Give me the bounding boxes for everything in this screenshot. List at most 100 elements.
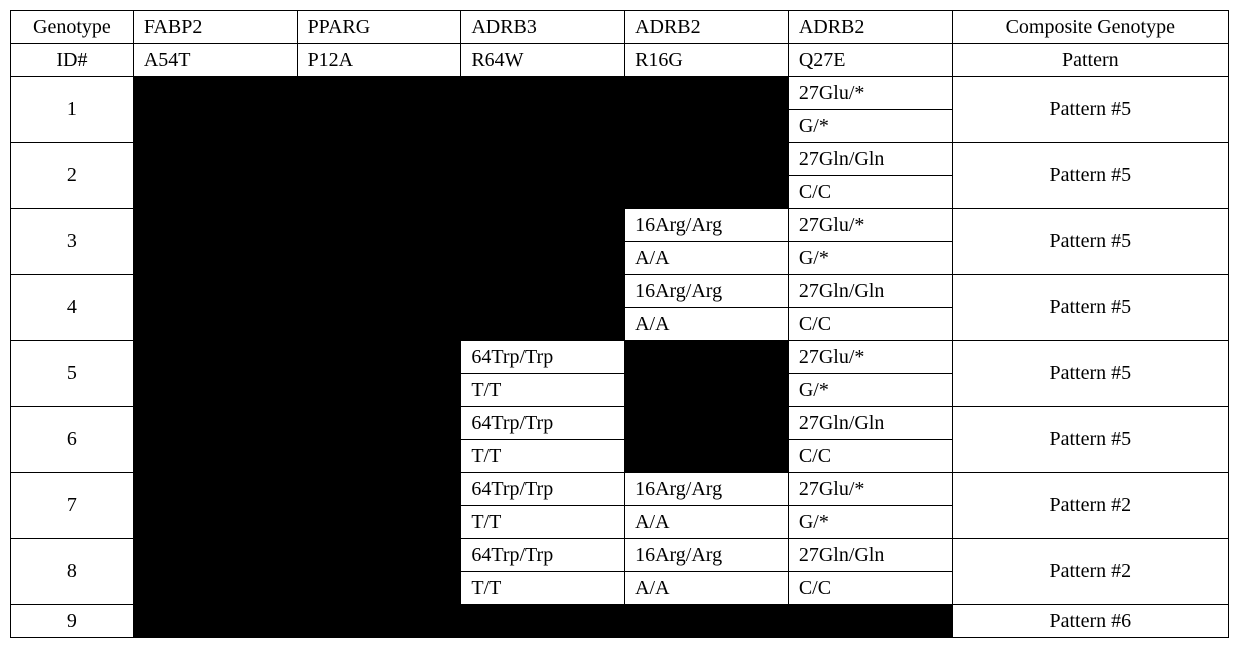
cell-r16g: 16Arg/Arg [625, 209, 789, 242]
cell-q27e: 27Gln/Gln [788, 539, 952, 572]
table-row: 6 64Trp/Trp 27Gln/Gln Pattern #5 [11, 407, 1229, 440]
cell-q27e: C/C [788, 572, 952, 605]
table-row: 3 16Arg/Arg 27Glu/* Pattern #5 [11, 209, 1229, 242]
cell-id: 2 [11, 143, 134, 209]
cell-blackout [133, 539, 297, 605]
table-row: 1 27Glu/* Pattern #5 [11, 77, 1229, 110]
cell-blackout [133, 275, 297, 341]
col-composite: Composite Genotype [952, 11, 1228, 44]
cell-q27e: C/C [788, 176, 952, 209]
col-adrb2-1: ADRB2 [625, 11, 789, 44]
cell-blackout [461, 209, 625, 275]
cell-blackout [625, 341, 789, 407]
cell-r64w: 64Trp/Trp [461, 407, 625, 440]
sub-a54t: A54T [133, 44, 297, 77]
cell-pattern: Pattern #5 [952, 341, 1228, 407]
cell-blackout [133, 407, 297, 473]
cell-q27e: G/* [788, 242, 952, 275]
table-row: 5 64Trp/Trp 27Glu/* Pattern #5 [11, 341, 1229, 374]
cell-r64w: T/T [461, 572, 625, 605]
cell-blackout [461, 605, 625, 638]
cell-pattern: Pattern #5 [952, 143, 1228, 209]
cell-q27e: 27Glu/* [788, 341, 952, 374]
cell-r64w: 64Trp/Trp [461, 473, 625, 506]
cell-id: 8 [11, 539, 134, 605]
cell-pattern: Pattern #5 [952, 209, 1228, 275]
cell-blackout [133, 143, 297, 209]
cell-id: 5 [11, 341, 134, 407]
cell-blackout [625, 407, 789, 473]
col-genotype: Genotype [11, 11, 134, 44]
cell-q27e: 27Gln/Gln [788, 407, 952, 440]
table-header-row-2: ID# A54T P12A R64W R16G Q27E Pattern [11, 44, 1229, 77]
cell-blackout [625, 77, 789, 143]
col-adrb3: ADRB3 [461, 11, 625, 44]
cell-blackout [297, 407, 461, 473]
cell-q27e: G/* [788, 506, 952, 539]
cell-blackout [133, 209, 297, 275]
cell-r64w: T/T [461, 374, 625, 407]
cell-id: 4 [11, 275, 134, 341]
cell-r16g: A/A [625, 506, 789, 539]
cell-blackout [297, 77, 461, 143]
cell-blackout [133, 77, 297, 143]
cell-r16g: 16Arg/Arg [625, 539, 789, 572]
cell-r64w: 64Trp/Trp [461, 341, 625, 374]
sub-r64w: R64W [461, 44, 625, 77]
cell-pattern: Pattern #5 [952, 77, 1228, 143]
cell-blackout [788, 605, 952, 638]
cell-blackout [133, 341, 297, 407]
cell-id: 9 [11, 605, 134, 638]
cell-q27e: 27Glu/* [788, 209, 952, 242]
cell-r16g: 16Arg/Arg [625, 473, 789, 506]
cell-r64w: T/T [461, 506, 625, 539]
cell-pattern: Pattern #5 [952, 407, 1228, 473]
cell-id: 7 [11, 473, 134, 539]
sub-id: ID# [11, 44, 134, 77]
table-row: 7 64Trp/Trp 16Arg/Arg 27Glu/* Pattern #2 [11, 473, 1229, 506]
cell-blackout [625, 605, 789, 638]
cell-pattern: Pattern #2 [952, 473, 1228, 539]
cell-blackout [297, 473, 461, 539]
cell-blackout [133, 473, 297, 539]
table-header-row-1: Genotype FABP2 PPARG ADRB3 ADRB2 ADRB2 C… [11, 11, 1229, 44]
cell-pattern: Pattern #2 [952, 539, 1228, 605]
cell-blackout [297, 275, 461, 341]
cell-id: 1 [11, 77, 134, 143]
cell-blackout [297, 605, 461, 638]
cell-q27e: 27Glu/* [788, 473, 952, 506]
cell-blackout [297, 143, 461, 209]
cell-blackout [461, 275, 625, 341]
table-row: 8 64Trp/Trp 16Arg/Arg 27Gln/Gln Pattern … [11, 539, 1229, 572]
cell-id: 3 [11, 209, 134, 275]
cell-blackout [461, 77, 625, 143]
cell-q27e: C/C [788, 440, 952, 473]
cell-r16g: A/A [625, 308, 789, 341]
col-fabp2: FABP2 [133, 11, 297, 44]
cell-q27e: 27Gln/Gln [788, 143, 952, 176]
cell-blackout [297, 209, 461, 275]
cell-r64w: T/T [461, 440, 625, 473]
sub-r16g: R16G [625, 44, 789, 77]
cell-blackout [297, 341, 461, 407]
cell-r16g: A/A [625, 572, 789, 605]
cell-blackout [625, 143, 789, 209]
sub-pattern: Pattern [952, 44, 1228, 77]
cell-q27e: 27Gln/Gln [788, 275, 952, 308]
col-adrb2-2: ADRB2 [788, 11, 952, 44]
cell-q27e: C/C [788, 308, 952, 341]
cell-r64w: 64Trp/Trp [461, 539, 625, 572]
genotype-table: Genotype FABP2 PPARG ADRB3 ADRB2 ADRB2 C… [10, 10, 1229, 638]
cell-blackout [461, 143, 625, 209]
cell-pattern: Pattern #5 [952, 275, 1228, 341]
col-pparg: PPARG [297, 11, 461, 44]
cell-blackout [133, 605, 297, 638]
cell-q27e: G/* [788, 110, 952, 143]
cell-q27e: G/* [788, 374, 952, 407]
table-row: 2 27Gln/Gln Pattern #5 [11, 143, 1229, 176]
sub-p12a: P12A [297, 44, 461, 77]
cell-r16g: 16Arg/Arg [625, 275, 789, 308]
cell-id: 6 [11, 407, 134, 473]
table-row: 4 16Arg/Arg 27Gln/Gln Pattern #5 [11, 275, 1229, 308]
cell-pattern: Pattern #6 [952, 605, 1228, 638]
